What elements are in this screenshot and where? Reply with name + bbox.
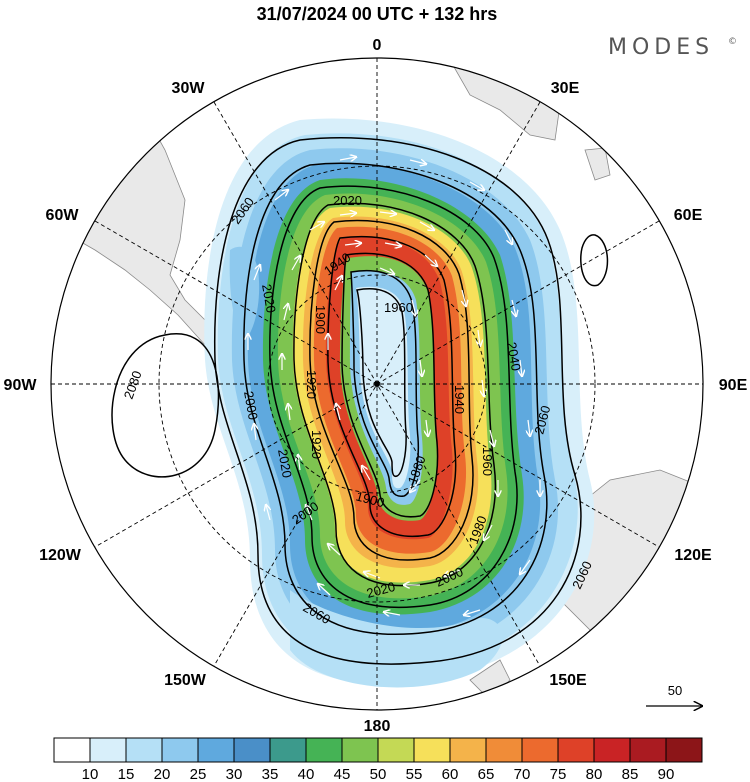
colorbar-swatch xyxy=(629,737,667,763)
colorbar-swatch xyxy=(593,737,631,763)
lon-label-150e: 150E xyxy=(549,672,587,689)
contour-label: 2000 xyxy=(241,390,261,421)
brand-copyright-mark: © xyxy=(728,37,737,47)
lon-label-60e: 60E xyxy=(674,207,703,224)
colorbar-swatch xyxy=(269,737,307,763)
map-boundary xyxy=(50,57,704,711)
colorbar-swatch xyxy=(197,737,235,763)
colorbar-swatch xyxy=(89,737,127,763)
lon-label-30e: 30E xyxy=(551,80,580,97)
colorbar-swatch xyxy=(377,737,415,763)
lon-label-60w: 60W xyxy=(46,207,80,224)
contour-2060 xyxy=(213,137,582,665)
colorbar-swatch xyxy=(413,737,451,763)
colorbar-swatch xyxy=(305,737,343,763)
colorbar-swatch xyxy=(125,737,163,763)
colorbar-tick-label: 35 xyxy=(262,766,279,782)
colorbar-tick-label: 40 xyxy=(298,766,315,782)
colorbar-tick-label: 55 xyxy=(406,766,423,782)
wind-speed-shading xyxy=(204,118,595,688)
contour-2080-loop xyxy=(111,333,220,478)
contour-1900 xyxy=(356,288,407,478)
colorbar-swatch xyxy=(485,737,523,763)
colorbar-tick-label: 25 xyxy=(190,766,207,782)
contour-label: 2040 xyxy=(504,341,524,372)
colorbar-tick-label: 45 xyxy=(334,766,351,782)
colorbar-swatches xyxy=(53,737,703,763)
colorbar-tick-label: 20 xyxy=(154,766,171,782)
contour-label: 1920 xyxy=(304,370,319,399)
colorbar-swatch xyxy=(521,737,559,763)
contour-2040 xyxy=(243,162,548,635)
colorbar-tick-label: 85 xyxy=(622,766,639,782)
height-contours xyxy=(111,137,609,665)
contour-label: 1900 xyxy=(313,305,328,334)
land-madagascar xyxy=(584,147,611,181)
contour-1960 xyxy=(327,235,457,537)
south-pole-marker xyxy=(374,381,380,387)
lon-label-30w: 30W xyxy=(172,80,206,97)
contour-label: 1940 xyxy=(452,385,467,414)
contour-label: 1960 xyxy=(384,300,413,315)
colorbar-tick-label: 10 xyxy=(82,766,99,782)
colorbar-tick-label: 60 xyxy=(442,766,459,782)
lon-label-180: 180 xyxy=(364,718,391,735)
lon-label-120w: 120W xyxy=(39,547,82,564)
contour-small-loop-e xyxy=(580,234,609,287)
lon-label-150w: 150W xyxy=(164,672,207,689)
colorbar-swatch xyxy=(341,737,379,763)
lon-label-90e: 90E xyxy=(719,377,748,394)
contour-label: 2020 xyxy=(275,448,295,479)
modes-brand: MODES xyxy=(608,35,714,60)
colorbar-tick-label: 70 xyxy=(514,766,531,782)
colorbar-tick-label: 75 xyxy=(550,766,567,782)
colorbar-tick-label: 90 xyxy=(658,766,675,782)
contour-1980 xyxy=(309,219,474,561)
contour-label: 2020 xyxy=(333,193,362,208)
colorbar-swatch xyxy=(449,737,487,763)
wind-vectors xyxy=(248,157,540,615)
map-disk xyxy=(51,58,703,710)
contour-2000 xyxy=(293,202,497,587)
colorbar-swatch xyxy=(233,737,271,763)
contour-1940 xyxy=(341,252,439,518)
contour-label: 2020 xyxy=(365,579,397,601)
colorbar-tick-label: 80 xyxy=(586,766,603,782)
lon-label-0: 0 xyxy=(373,37,382,54)
colorbar-swatch xyxy=(161,737,199,763)
colorbar-swatch xyxy=(665,737,703,763)
reference-vector-label: 50 xyxy=(668,683,682,698)
lon-label-120e: 120E xyxy=(674,547,712,564)
longitude-labels: 0 30E 60E 90E 120E 150E 180 150W 120W 90… xyxy=(4,37,748,735)
contour-label: 2020 xyxy=(259,283,279,314)
colorbar-tick-label: 30 xyxy=(226,766,243,782)
colorbar-tick-label: 50 xyxy=(370,766,387,782)
contour-label: 2060 xyxy=(531,404,553,436)
colorbar-tick-label: 65 xyxy=(478,766,495,782)
colorbar-ticks: 10 15 20 25 30 35 40 45 50 55 60 65 70 75 80 85 90 xyxy=(82,766,675,782)
contour-label: 1960 xyxy=(480,447,495,476)
colorbar-swatch xyxy=(53,737,91,763)
contour-label: 1920 xyxy=(309,430,324,459)
contour-2020 xyxy=(269,185,518,609)
reference-vector: 50 xyxy=(646,683,702,706)
lon-label-90w: 90W xyxy=(4,377,38,394)
colorbar: 10 15 20 25 30 35 40 45 50 55 60 65 70 75 80 85 90 xyxy=(53,737,703,782)
map-title: 31/07/2024 00 UTC + 132 hrs xyxy=(257,4,498,24)
colorbar-tick-label: 15 xyxy=(118,766,135,782)
colorbar-swatch xyxy=(557,737,595,763)
contour-label: 1900 xyxy=(354,488,386,510)
